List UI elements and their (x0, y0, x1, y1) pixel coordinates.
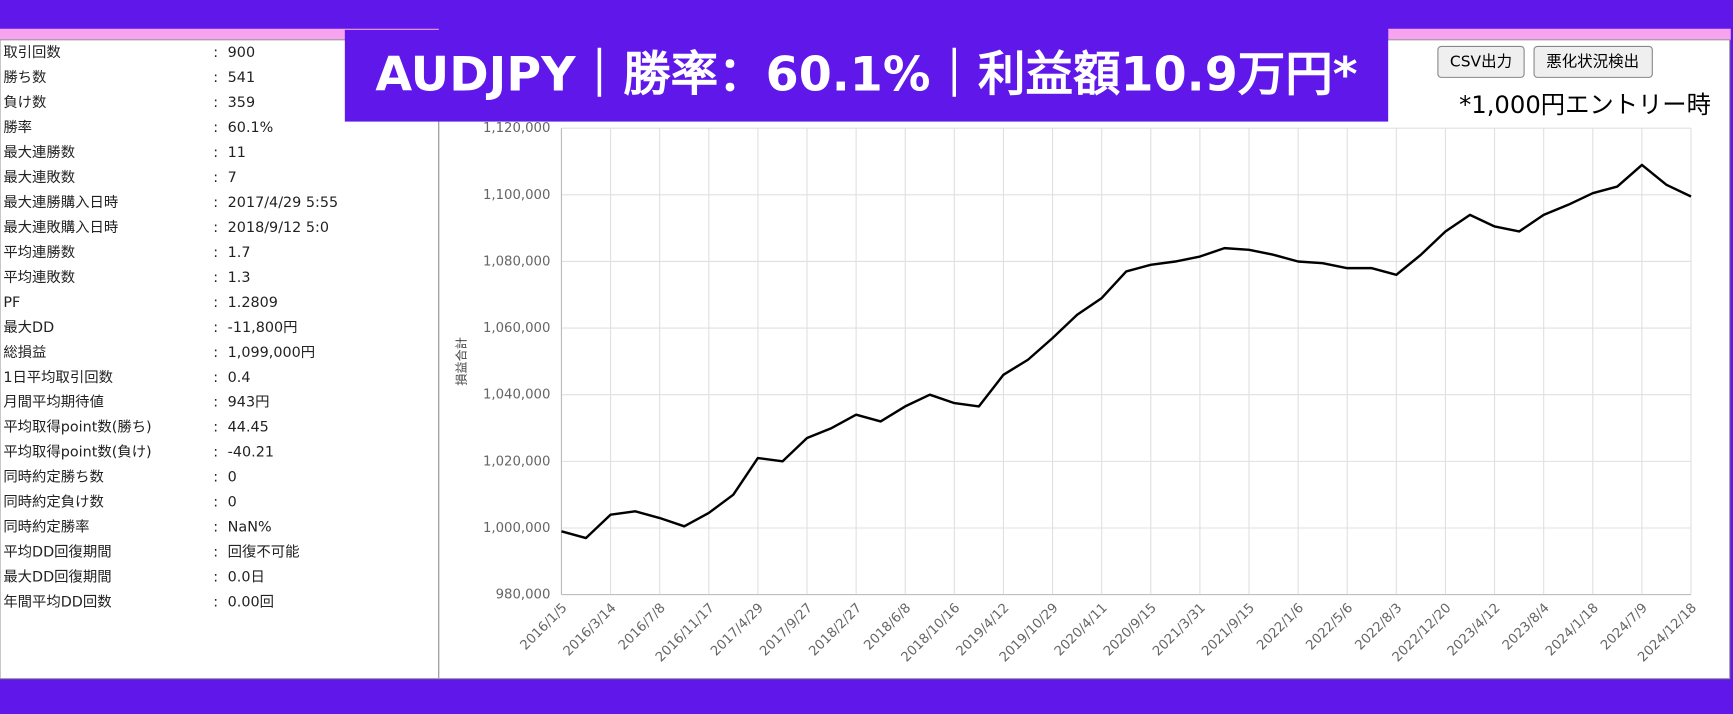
stat-separator: : (213, 295, 218, 311)
stat-value: 11 (228, 145, 246, 161)
stat-value: 0.0日 (228, 570, 265, 586)
stat-label: 最大連勝購入日時 (3, 194, 118, 211)
stat-label: 平均DD回復期間 (3, 544, 111, 561)
stat-separator: : (213, 45, 218, 61)
stat-separator: : (213, 320, 218, 336)
stat-value: 541 (228, 70, 255, 86)
stat-value: 7 (228, 170, 237, 186)
stat-separator: : (213, 345, 218, 361)
stat-separator: : (213, 470, 218, 486)
stat-separator: : (213, 420, 218, 436)
stat-separator: : (213, 520, 218, 536)
stat-separator: : (213, 220, 218, 236)
stat-label: 最大連敗購入日時 (3, 219, 118, 236)
stat-label: 取引回数 (3, 44, 60, 61)
stat-value: 2018/9/12 5:0 (228, 220, 329, 236)
stat-label: 月間平均期待値 (3, 394, 104, 411)
stat-value: 1,099,000円 (228, 345, 315, 361)
stat-separator: : (213, 545, 218, 561)
y-tick-label: 1,040,000 (483, 388, 550, 403)
stat-label: 同時約定負け数 (3, 494, 104, 511)
panel-header (0, 28, 439, 40)
stat-label: 平均連敗数 (3, 269, 75, 286)
y-tick-label: 1,080,000 (483, 254, 550, 269)
stat-label: 最大DD回復期間 (3, 569, 111, 586)
stat-label: 同時約定勝ち数 (3, 469, 104, 486)
y-tick-label: 1,120,000 (483, 121, 550, 136)
stat-label: 同時約定勝率 (3, 519, 89, 536)
stat-label: 平均取得point数(勝ち) (3, 419, 151, 436)
stat-value: 0 (228, 495, 237, 511)
stat-value: 1.3 (228, 270, 251, 286)
button-label[interactable]: CSV出力 (1450, 52, 1512, 70)
stat-label: 平均連勝数 (3, 244, 75, 261)
chart-panel (438, 39, 1731, 680)
stat-value: 1.7 (228, 245, 251, 261)
button[interactable] (1437, 45, 1525, 78)
banner (344, 29, 1389, 122)
equity-line (561, 163, 1692, 540)
stat-separator: : (213, 70, 218, 86)
stat-label: 負け数 (3, 94, 46, 111)
stat-separator: : (213, 95, 218, 111)
button[interactable] (1533, 45, 1653, 78)
stat-value: NaN% (228, 520, 272, 536)
stat-label: 勝率 (3, 119, 32, 136)
stat-separator: : (213, 120, 218, 136)
stat-separator: : (213, 195, 218, 211)
stat-value: 60.1% (228, 120, 274, 136)
note: *1,000円エントリー時 (1459, 90, 1711, 119)
stat-label: 総損益 (3, 344, 46, 361)
stat-separator: : (213, 245, 218, 261)
y-axis-title: 損益合計 (453, 337, 468, 386)
stat-label: 勝ち数 (3, 69, 46, 86)
stat-separator: : (213, 445, 218, 461)
stat-label: 年間平均DD回数 (3, 594, 111, 611)
y-tick-label: 1,000,000 (483, 521, 550, 536)
stat-value: 900 (228, 45, 255, 61)
stat-value: -40.21 (228, 445, 274, 461)
stat-label: 平均取得point数(負け) (3, 444, 151, 461)
stat-value: 0.00回 (228, 594, 274, 611)
y-tick-label: 1,020,000 (483, 454, 550, 469)
stat-value: 44.45 (228, 420, 269, 436)
stat-separator: : (213, 370, 218, 386)
stat-value: 0 (228, 470, 237, 486)
stat-value: 943円 (228, 395, 270, 411)
stats-panel (0, 39, 440, 680)
banner-text: AUDJPY｜勝率：60.1%｜利益額10.9万円* (375, 47, 1357, 102)
stat-separator: : (213, 570, 218, 586)
stat-value: 0.4 (228, 370, 251, 386)
stat-separator: : (213, 145, 218, 161)
y-tick-label: 1,100,000 (483, 188, 550, 203)
stat-separator: : (213, 395, 218, 411)
stat-label: 最大連敗数 (3, 169, 75, 186)
panel-header (1388, 28, 1731, 40)
stat-separator: : (213, 170, 218, 186)
stat-value: 2017/4/29 5:55 (228, 195, 338, 211)
button-label[interactable]: 悪化状況検出 (1546, 52, 1639, 70)
stat-separator: : (213, 595, 218, 611)
stat-value: -11,800円 (228, 320, 298, 336)
stat-separator: : (213, 270, 218, 286)
y-tick-label: 980,000 (496, 588, 551, 603)
stat-value: 回復不可能 (228, 544, 300, 561)
stat-label: 最大連勝数 (3, 144, 75, 161)
stat-value: 359 (228, 95, 255, 111)
y-tick-label: 1,060,000 (483, 321, 550, 336)
stat-separator: : (213, 495, 218, 511)
stat-label: PF (3, 295, 20, 311)
stat-label: 1日平均取引回数 (3, 369, 113, 386)
stat-label: 最大DD (3, 319, 54, 336)
stat-value: 1.2809 (228, 295, 278, 311)
